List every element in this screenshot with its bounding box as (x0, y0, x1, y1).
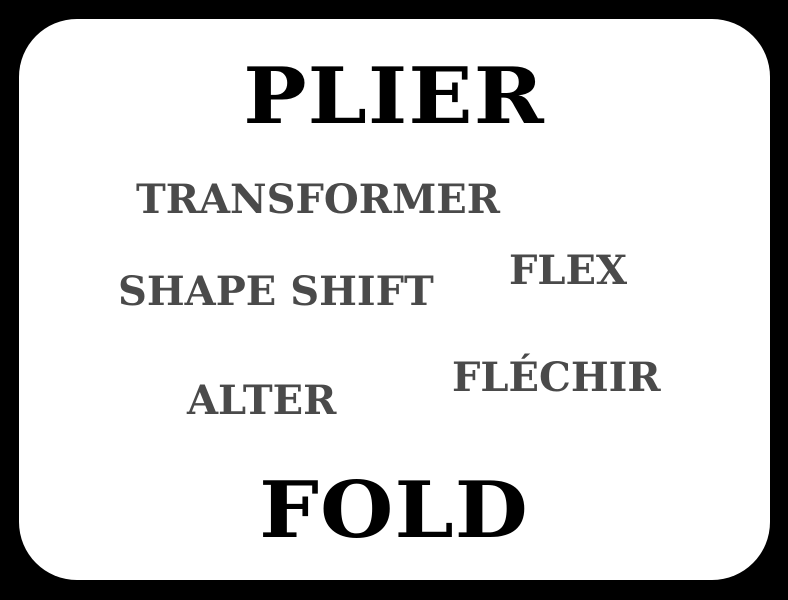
word-card (19, 19, 770, 580)
related-word-transformer: TRANSFORMER (136, 176, 500, 223)
related-word-flechir: FLÉCHIR (452, 354, 661, 401)
bottom-word: FOLD (259, 465, 529, 556)
related-word-flex: FLEX (509, 247, 628, 294)
related-word-shape-shift: SHAPE SHIFT (118, 268, 434, 315)
title-word: PLIER (243, 51, 545, 142)
related-word-alter: ALTER (187, 377, 337, 424)
